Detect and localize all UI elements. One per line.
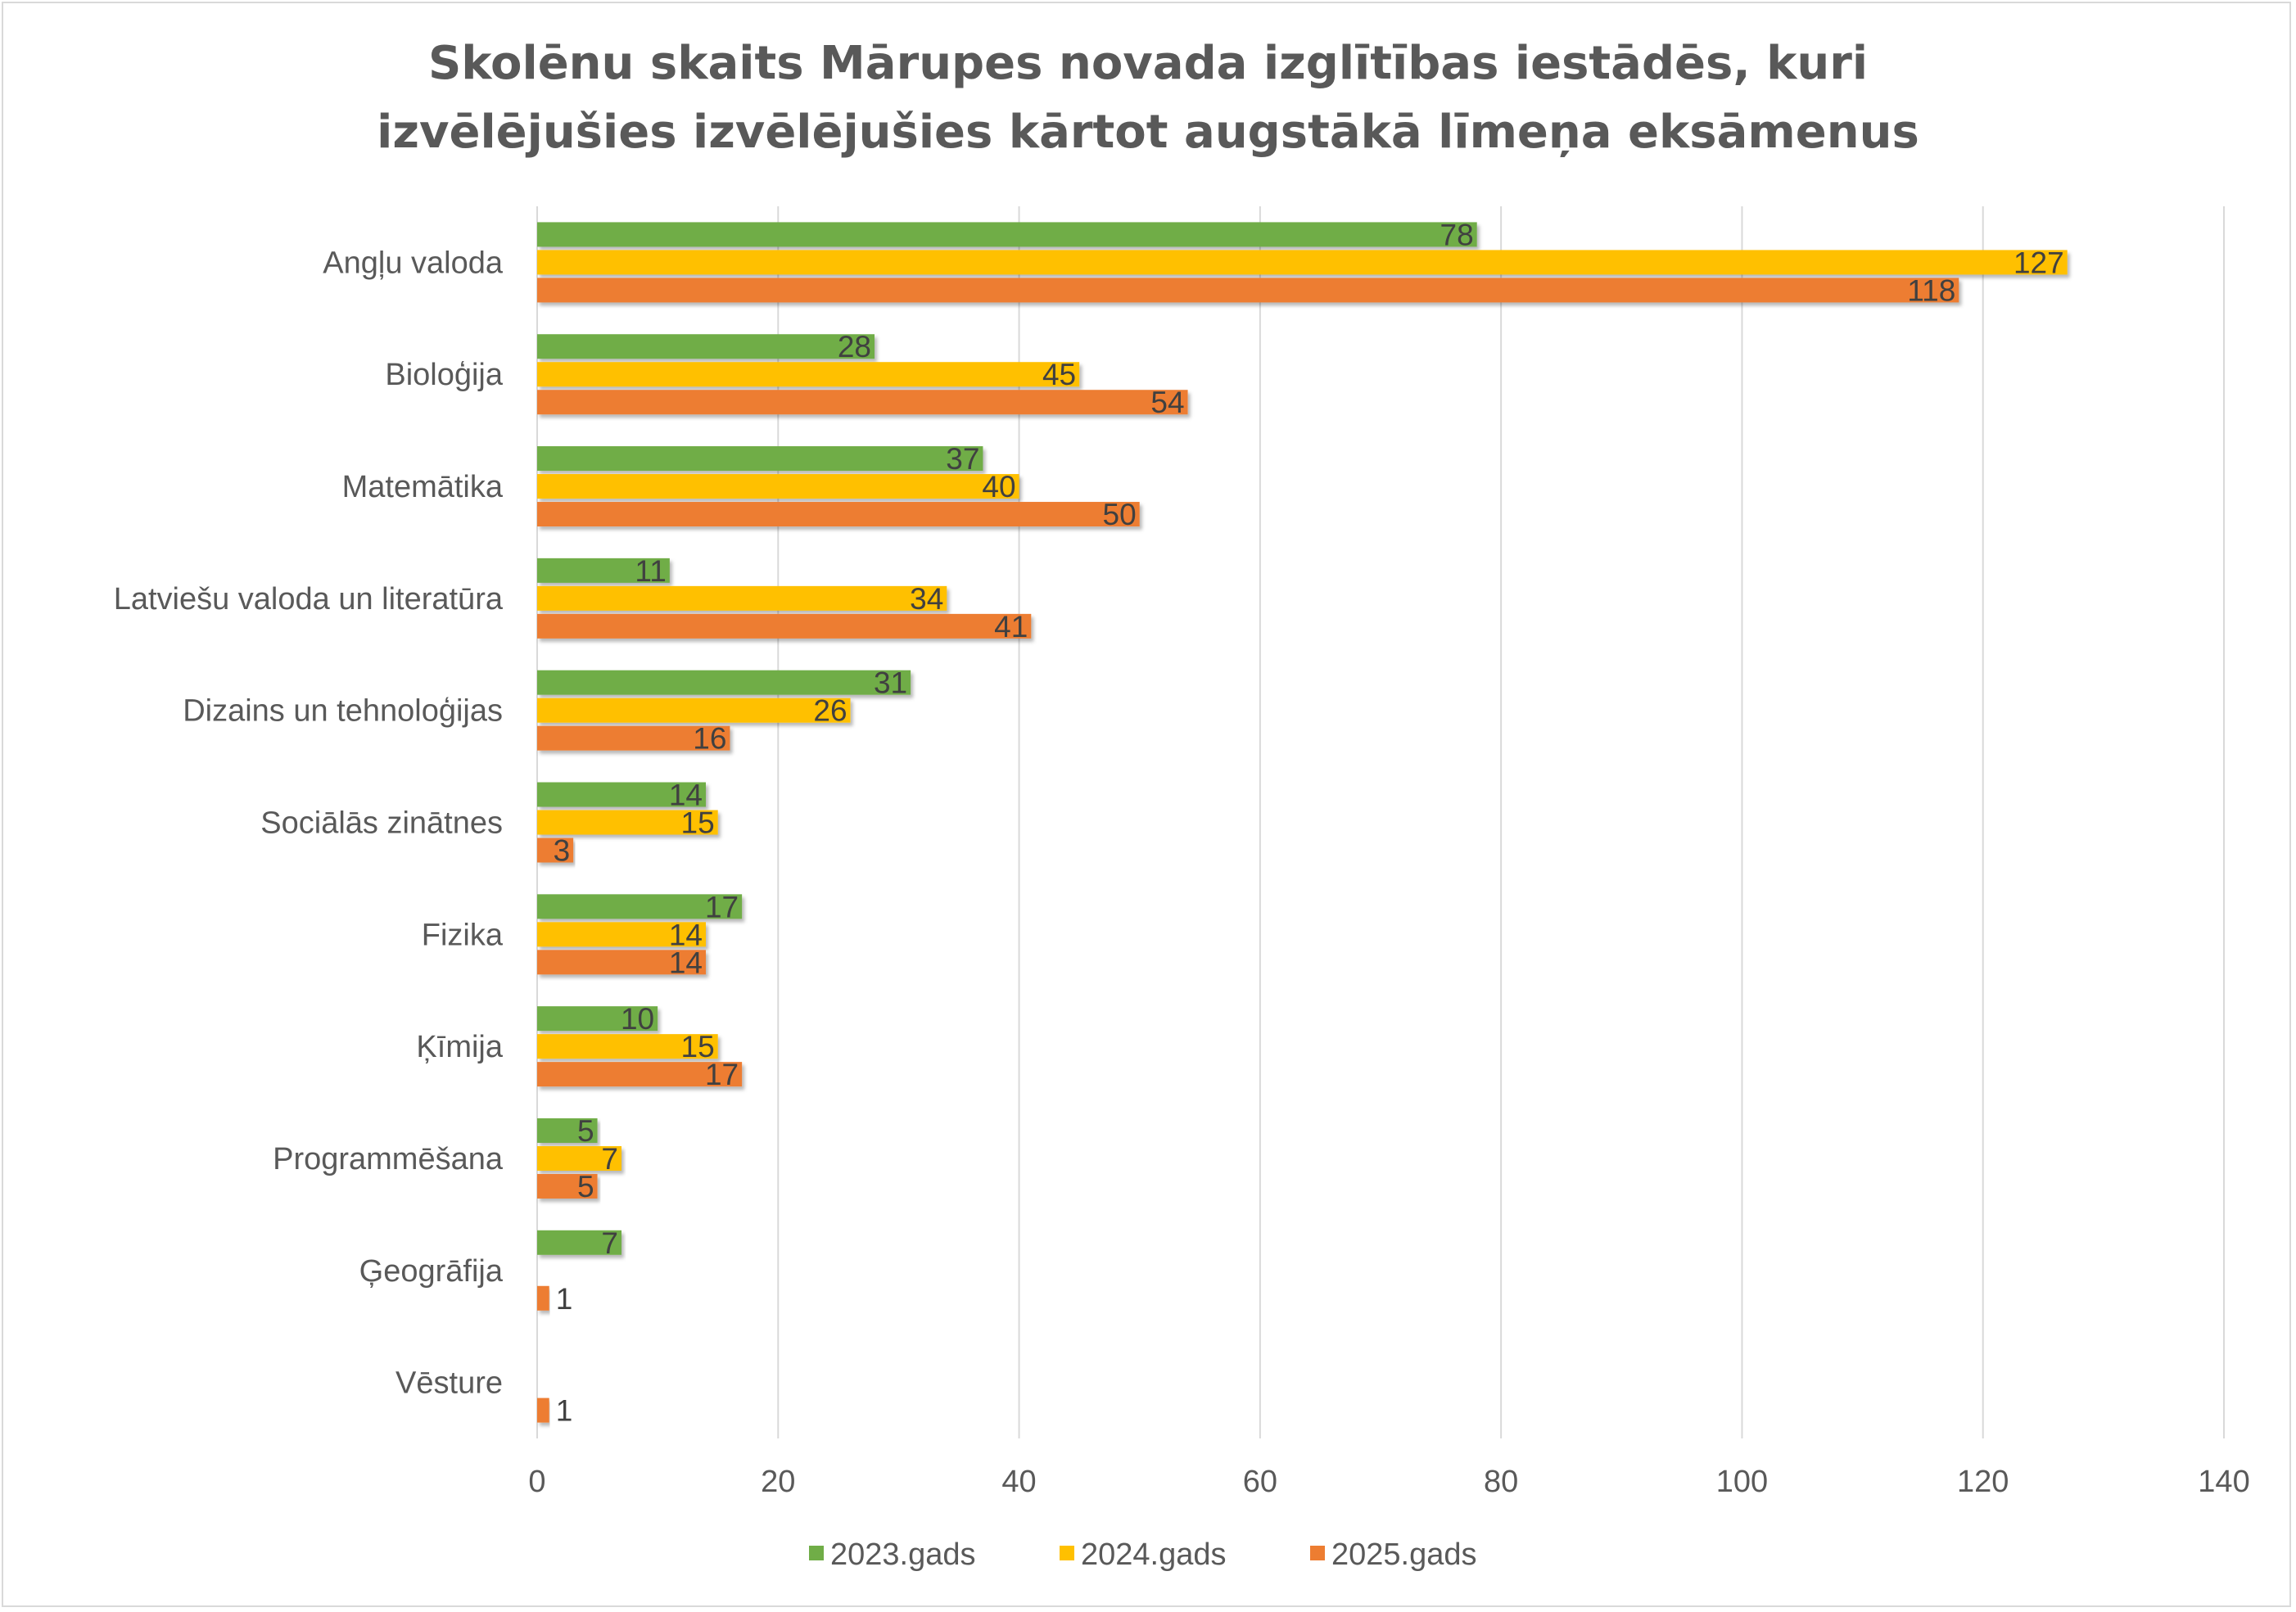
legend-swatch-2024.gads (1060, 1546, 1074, 1560)
bars (537, 222, 2068, 1423)
data-label-2025.gads-8: 5 (577, 1170, 594, 1203)
legend-label-2025.gads: 2025.gads (1331, 1537, 1477, 1572)
data-label-2023.gads-5: 14 (669, 779, 703, 812)
bar-2024.gads-7 (537, 1034, 718, 1059)
category-label-0: Angļu valoda (323, 246, 504, 280)
data-label-2025.gads-3: 41 (994, 610, 1028, 643)
legend-swatch-2025.gads (1310, 1546, 1325, 1560)
chart-title-line-2: izvēlējušies izvēlējušies kārtot augstāk… (377, 106, 1919, 159)
bar-2025.gads-10 (537, 1398, 549, 1423)
data-label-2025.gads-10: 1 (556, 1394, 573, 1428)
x-tick-label-20: 20 (761, 1465, 795, 1499)
data-label-2024.gads-4: 26 (813, 694, 847, 728)
data-label-2024.gads-2: 40 (982, 470, 1015, 503)
data-label-2023.gads-3: 11 (635, 554, 666, 588)
category-label-3: Latviešu valoda un literatūra (114, 582, 504, 616)
x-tick-label-40: 40 (1001, 1465, 1036, 1499)
legend-swatch-2023.gads (809, 1546, 824, 1560)
bar-2023.gads-1 (537, 334, 875, 359)
bar-2024.gads-1 (537, 362, 1080, 387)
data-label-2025.gads-1: 54 (1150, 386, 1184, 419)
data-label-2024.gads-1: 45 (1042, 358, 1076, 391)
data-label-2023.gads-0: 78 (1440, 218, 1474, 251)
bar-2024.gads-4 (537, 698, 851, 723)
x-tick-label-0: 0 (528, 1465, 545, 1499)
x-tick-label-80: 80 (1484, 1465, 1518, 1499)
category-label-2: Matemātika (342, 470, 504, 504)
bar-2024.gads-8 (537, 1145, 621, 1171)
bar-2025.gads-8 (537, 1173, 598, 1199)
bar-2025.gads-7 (537, 1062, 743, 1087)
bar-2024.gads-0 (537, 250, 2068, 275)
data-label-2023.gads-6: 17 (705, 890, 739, 923)
bar-2025.gads-9 (537, 1285, 549, 1311)
x-tick-label-60: 60 (1243, 1465, 1277, 1499)
bar-2023.gads-6 (537, 894, 743, 919)
data-label-2025.gads-4: 16 (693, 722, 726, 756)
category-label-10: Vēsture (395, 1366, 503, 1401)
category-label-1: Bioloģija (385, 358, 504, 392)
bar-2023.gads-5 (537, 782, 706, 807)
bar-2025.gads-4 (537, 725, 730, 751)
data-label-2025.gads-0: 118 (1907, 273, 1955, 307)
data-label-2024.gads-7: 15 (681, 1030, 715, 1063)
bar-2023.gads-2 (537, 446, 983, 472)
data-label-2023.gads-7: 10 (621, 1002, 654, 1036)
chart-title-line-1: Skolēnu skaits Mārupes novada izglītības… (427, 37, 1869, 90)
bar-2023.gads-7 (537, 1006, 658, 1032)
bar-2025.gads-5 (537, 838, 574, 863)
legend-label-2023.gads: 2023.gads (830, 1537, 976, 1572)
bar-2023.gads-4 (537, 670, 911, 695)
bar-2025.gads-0 (537, 278, 1959, 303)
bar-2024.gads-5 (537, 810, 718, 835)
bar-2025.gads-2 (537, 502, 1140, 527)
data-label-2024.gads-8: 7 (601, 1142, 618, 1176)
data-label-2025.gads-9: 1 (556, 1282, 573, 1316)
bar-2023.gads-0 (537, 222, 1477, 247)
data-label-2023.gads-1: 28 (838, 330, 871, 363)
data-label-2024.gads-0: 127 (2014, 246, 2064, 279)
bar-2025.gads-6 (537, 950, 706, 975)
data-label-2023.gads-2: 37 (946, 442, 979, 476)
legend-label-2024.gads: 2024.gads (1081, 1537, 1227, 1572)
data-label-2025.gads-5: 3 (554, 834, 571, 868)
legend: 2023.gads 2024.gads 2025.gads (809, 1537, 1477, 1572)
data-label-2024.gads-6: 14 (669, 918, 703, 951)
bar-2025.gads-3 (537, 613, 1032, 639)
data-label-2023.gads-4: 31 (874, 666, 907, 700)
category-label-6: Fizika (422, 918, 504, 952)
category-label-9: Ģeogrāfija (359, 1254, 504, 1289)
data-label-2023.gads-8: 5 (577, 1114, 594, 1148)
data-label-2025.gads-7: 17 (705, 1058, 739, 1091)
chart-title: Skolēnu skaits Mārupes novada izglītības… (0, 29, 2296, 167)
x-tick-label-100: 100 (1716, 1465, 1768, 1499)
data-label-2023.gads-9: 7 (601, 1226, 618, 1260)
x-tick-label-120: 120 (1957, 1465, 2009, 1499)
category-label-4: Dizains un tehnoloģijas (183, 694, 503, 729)
x-tick-label-140: 140 (2198, 1465, 2249, 1499)
data-label-2025.gads-6: 14 (669, 946, 703, 979)
bar-2023.gads-3 (537, 558, 670, 583)
bar-2024.gads-6 (537, 922, 706, 947)
data-label-2024.gads-5: 15 (681, 806, 715, 840)
data-label-2024.gads-3: 34 (910, 582, 943, 616)
bar-2024.gads-2 (537, 474, 1019, 499)
category-label-7: Ķīmija (416, 1030, 503, 1064)
bar-2024.gads-3 (537, 585, 947, 611)
data-label-2025.gads-2: 50 (1103, 498, 1137, 531)
bar-2023.gads-8 (537, 1118, 598, 1143)
category-label-8: Programmēšana (273, 1142, 504, 1176)
category-label-5: Sociālās zinātnes (260, 806, 503, 841)
bar-2023.gads-9 (537, 1230, 621, 1255)
bar-2025.gads-1 (537, 390, 1188, 415)
